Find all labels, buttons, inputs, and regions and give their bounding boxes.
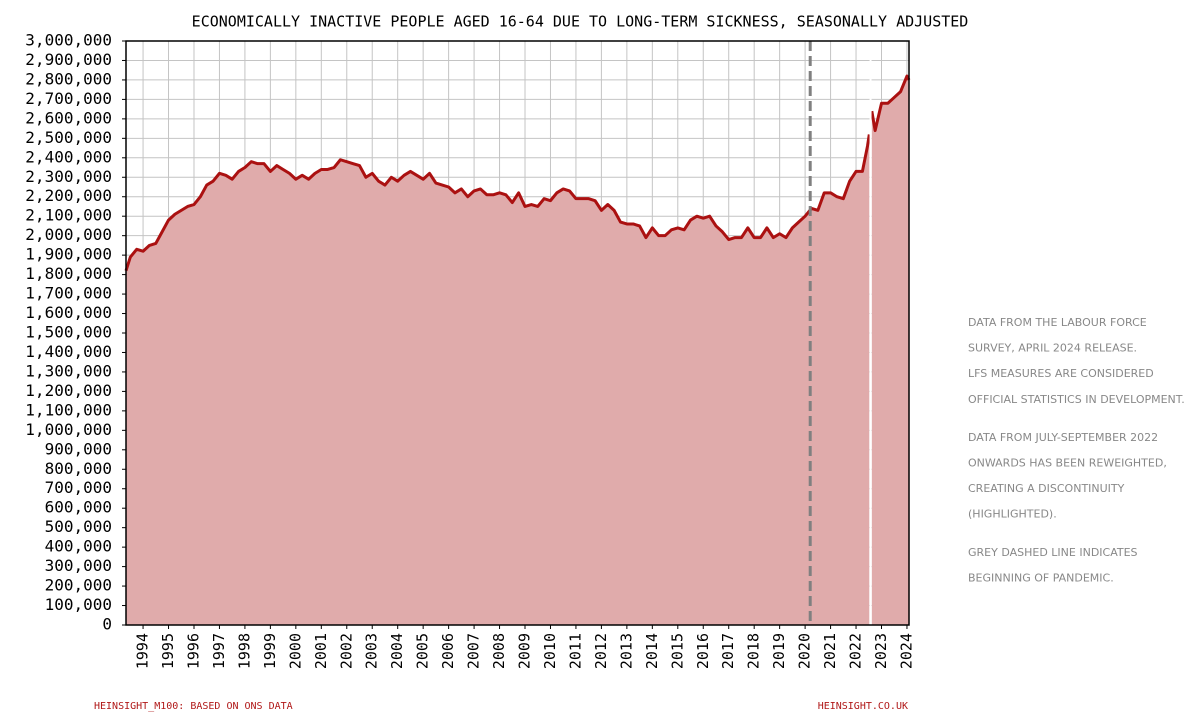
y-tick-label: 2,500,000: [25, 128, 112, 147]
x-tick-label: 2020: [796, 633, 814, 669]
x-tick-label: 2007: [465, 633, 483, 669]
note-line: (HIGHLIGHTED).: [968, 508, 1057, 521]
y-tick-label: 400,000: [45, 537, 112, 556]
note-line: BEGINNING OF PANDEMIC.: [968, 571, 1114, 584]
y-tick-label: 2,200,000: [25, 186, 112, 205]
note-line: DATA FROM JULY-SEPTEMBER 2022: [968, 431, 1158, 444]
y-tick-label: 700,000: [45, 478, 112, 497]
line: [124, 134, 871, 272]
x-tick-label: 2009: [516, 633, 534, 669]
x-tick-label: 2015: [668, 633, 686, 669]
x-tick-label: 2002: [337, 633, 355, 669]
y-tick-label: 500,000: [45, 517, 112, 536]
x-tick-label: 2001: [312, 633, 330, 669]
note-line: GREY DASHED LINE INDICATES: [968, 546, 1138, 559]
note-line: CREATING A DISCONTINUITY: [968, 482, 1125, 495]
y-tick-label: 300,000: [45, 556, 112, 575]
x-tick-label: 1999: [261, 633, 279, 669]
y-tick-label: 1,000,000: [25, 420, 112, 439]
x-tick-label: 1996: [184, 633, 202, 669]
y-tick-label: 2,400,000: [25, 147, 112, 166]
y-tick-label: 2,700,000: [25, 89, 112, 108]
y-tick-label: 1,700,000: [25, 284, 112, 303]
x-tick-label: 1998: [235, 633, 253, 669]
x-tick-label: 1995: [159, 633, 177, 669]
y-tick-label: 1,600,000: [25, 303, 112, 322]
area: [871, 76, 909, 626]
area: [126, 134, 870, 625]
x-tick-label: 2011: [566, 633, 584, 669]
note-line: SURVEY, APRIL 2024 RELEASE.: [968, 342, 1137, 355]
x-tick-label: 2024: [897, 633, 915, 669]
x-tick-label: 2000: [286, 633, 304, 669]
x-tick-label: 2022: [847, 633, 865, 669]
note-line: LFS MEASURES ARE CONSIDERED: [968, 367, 1154, 380]
y-tick-label: 1,900,000: [25, 245, 112, 264]
chart-title: ECONOMICALLY INACTIVE PEOPLE AGED 16-64 …: [192, 13, 969, 31]
y-tick-label: 2,100,000: [25, 206, 112, 225]
x-tick-label: 2014: [643, 633, 661, 669]
x-tick-label: 2017: [719, 633, 737, 669]
y-tick-label: 600,000: [45, 498, 112, 517]
y-tick-label: 200,000: [45, 576, 112, 595]
x-tick-label: 1994: [134, 633, 152, 669]
y-tick-label: 800,000: [45, 459, 112, 478]
x-tick-label: 2008: [490, 633, 508, 669]
x-tick-label: 2005: [414, 633, 432, 669]
x-tick-label: 2010: [541, 633, 559, 669]
plot-frame: [125, 40, 910, 626]
x-tick-label: 2016: [694, 633, 712, 669]
y-tick-label: 0: [102, 615, 112, 634]
line: [870, 74, 911, 133]
x-tick-label: 2019: [770, 633, 788, 669]
website: HEINSIGHT.CO.UK: [818, 701, 908, 712]
y-tick-label: 1,300,000: [25, 361, 112, 380]
x-tick-label: 2021: [821, 633, 839, 669]
x-tick-label: 2018: [745, 633, 763, 669]
y-tick-label: 2,800,000: [25, 69, 112, 88]
note-line: ONWARDS HAS BEEN REWEIGHTED,: [968, 457, 1167, 470]
x-tick-label: 2012: [592, 633, 610, 669]
y-tick-label: 1,500,000: [25, 323, 112, 342]
note-line: DATA FROM THE LABOUR FORCE: [968, 316, 1147, 329]
y-tick-label: 2,300,000: [25, 167, 112, 186]
note-line: OFFICIAL STATISTICS IN DEVELOPMENT.: [968, 393, 1185, 406]
y-tick-label: 2,600,000: [25, 108, 112, 127]
x-tick-label: 2003: [363, 633, 381, 669]
y-tick-label: 3,000,000: [25, 31, 112, 50]
y-tick-label: 900,000: [45, 439, 112, 458]
y-tick-label: 1,100,000: [25, 400, 112, 419]
x-tick-label: 2023: [872, 633, 890, 669]
y-tick-label: 1,400,000: [25, 342, 112, 361]
x-tick-label: 2004: [388, 633, 406, 669]
y-tick-label: 2,000,000: [25, 225, 112, 244]
source-note: HEINSIGHT_M100: BASED ON ONS DATA: [94, 701, 293, 712]
y-tick-label: 100,000: [45, 595, 112, 614]
x-tick-label: 2013: [617, 633, 635, 669]
y-tick-label: 2,900,000: [25, 50, 112, 69]
y-tick-label: 1,800,000: [25, 264, 112, 283]
y-tick-label: 1,200,000: [25, 381, 112, 400]
x-tick-label: 2006: [439, 633, 457, 669]
x-tick-label: 1997: [210, 633, 228, 669]
